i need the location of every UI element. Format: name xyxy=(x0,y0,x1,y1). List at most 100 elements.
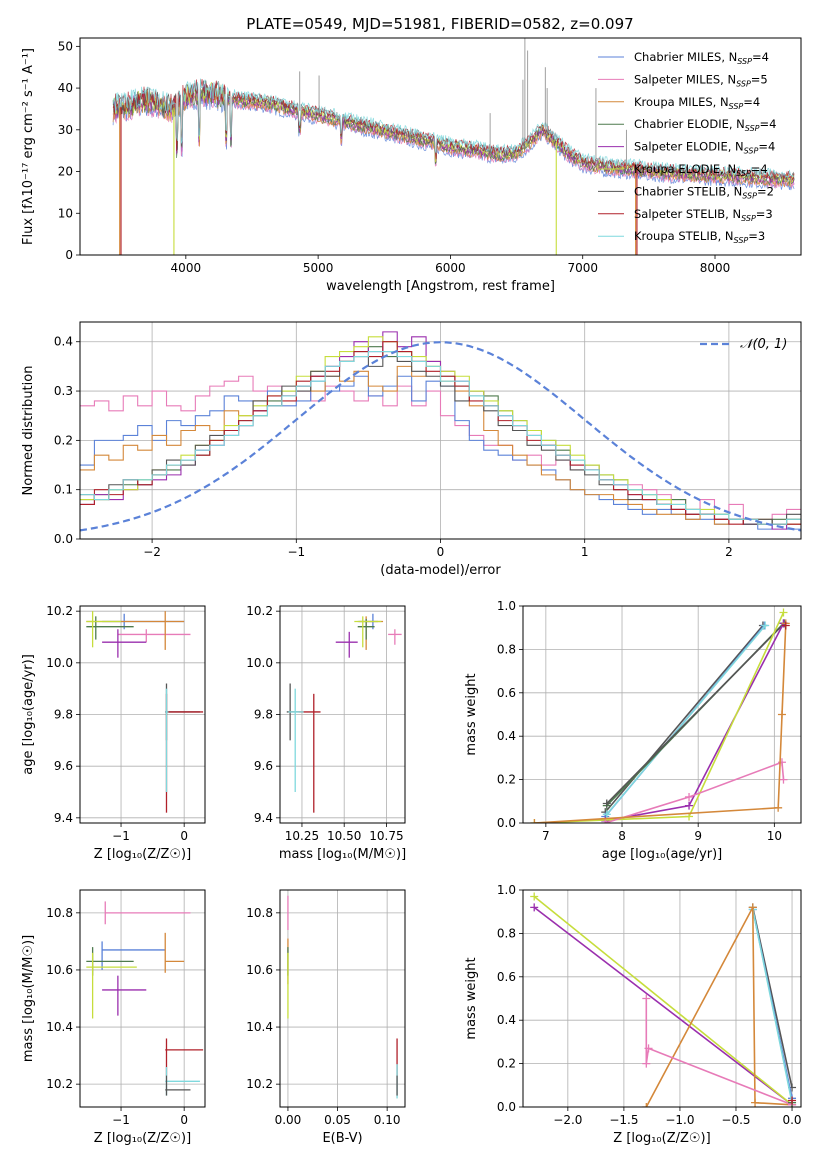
residuals-panel: −2 −1 0 1 2 0.0 0.1 0.2 0.3 0.4 (data-model)/error… xyxy=(21,321,802,578)
x-tick-label: 0 xyxy=(180,1113,188,1127)
x-tick-label: 10.75 xyxy=(369,829,403,843)
x-tick-label: 10.50 xyxy=(327,829,361,843)
x-tick-label: 8 xyxy=(618,829,626,843)
legend-label: Kroupa STELIB, NSSP=3 xyxy=(634,229,765,245)
mass-weight-marker xyxy=(761,621,770,630)
spectrum-line xyxy=(112,78,795,179)
x-tick-label: 9 xyxy=(694,829,702,843)
mass-weight-marker xyxy=(685,801,694,810)
massweight-vs-Z-panel: −2.0 −1.5 −1.0 −0.5 0.0 0.0 0.2 0.4 0.6 0.8 1.0 Z [… xyxy=(464,883,802,1146)
x-tick-label: 4000 xyxy=(171,261,202,275)
x-tick-label: 0.0 xyxy=(782,1113,801,1127)
spectrum-panel: 4000 5000 6000 7000 8000 0 10 20 30 40 50 wavelengt… xyxy=(21,37,802,294)
y-tick-label: 20 xyxy=(58,165,73,179)
y-tick-label: 10.2 xyxy=(246,1077,273,1091)
y-tick-label: 0.8 xyxy=(497,926,516,940)
y-tick-label: 10.0 xyxy=(46,656,73,670)
y-tick-label: 10.0 xyxy=(246,656,273,670)
mass-weight-marker xyxy=(779,608,788,617)
mass-weight-marker xyxy=(530,903,539,912)
age-vs-mass-panel: 10.25 10.50 10.75 9.4 9.6 9.8 10.0 10.2 mass [lo… xyxy=(246,604,406,862)
mass-weight-line xyxy=(752,909,793,1103)
mass-weight-line xyxy=(645,998,793,1106)
x-tick-label: 7 xyxy=(542,829,550,843)
axes-frame xyxy=(279,889,406,1108)
y-tick-label: 1.0 xyxy=(497,599,516,613)
massweight-vs-age-plot xyxy=(530,608,790,823)
mass-weight-marker xyxy=(602,799,611,808)
mass-weight-line xyxy=(533,895,793,1106)
spectrum-line xyxy=(112,83,795,185)
y-tick-label: 10.6 xyxy=(246,963,273,977)
y-tick-label: 10.6 xyxy=(46,963,73,977)
x-tick-label: 6000 xyxy=(435,261,466,275)
y-tick-label: 0.0 xyxy=(497,816,516,830)
mass-weight-line xyxy=(606,622,785,805)
y-tick-label: 0.4 xyxy=(54,335,73,349)
massweight-vs-age-panel: 7 8 9 10 0.0 0.2 0.4 0.6 0.8 1.0 age [log₁₀(age/yr… xyxy=(464,599,802,862)
y-tick-label: 50 xyxy=(58,39,73,53)
y-tick-label: 0.2 xyxy=(497,773,516,787)
mass-weight-marker xyxy=(642,1103,651,1107)
x-axis-label: E(B-V) xyxy=(322,1131,362,1146)
x-tick-label: −1.5 xyxy=(609,1113,638,1127)
x-axis-label: Z [log₁₀(Z/Z☉)] xyxy=(94,1131,191,1146)
axes-frame xyxy=(522,889,802,1108)
mass-weight-line xyxy=(606,624,766,815)
x-tick-label: −1.0 xyxy=(665,1113,694,1127)
y-tick-label: 0.2 xyxy=(54,433,73,447)
y-tick-label: 0.3 xyxy=(54,384,73,398)
residuals-plot xyxy=(80,331,801,532)
x-tick-label: 7000 xyxy=(567,261,598,275)
x-tick-label: 0.05 xyxy=(324,1113,351,1127)
spectrum-legend: Chabrier MILES, NSSP=4 Salpeter MILES, NS… xyxy=(598,50,776,245)
mass-weight-marker xyxy=(777,710,786,719)
y-tick-label: 10.2 xyxy=(246,604,273,618)
gaussian-curve xyxy=(80,341,801,532)
histogram-step xyxy=(80,351,801,525)
y-tick-label: 1.0 xyxy=(497,883,516,897)
mass-vs-EBV-panel: 0.00 0.05 0.10 10.2 10.4 10.6 10.8 E(B-V) xyxy=(246,889,406,1146)
axes-frame xyxy=(79,889,206,1108)
age-vs-mass-plot xyxy=(286,613,402,813)
mass-weight-marker xyxy=(602,810,611,819)
x-axis-label: Z [log₁₀(Z/Z☉)] xyxy=(94,847,191,862)
spectrum-plot xyxy=(112,38,795,255)
x-tick-label: 0 xyxy=(180,829,188,843)
mass-weight-marker xyxy=(781,621,790,630)
spectrum-line xyxy=(112,79,795,181)
y-tick-label: 10.8 xyxy=(246,906,273,920)
mass-weight-marker xyxy=(644,1044,653,1053)
x-axis-label: Z [log₁₀(Z/Z☉)] xyxy=(613,1131,710,1146)
y-tick-label: 0.6 xyxy=(497,686,516,700)
mass-weight-marker xyxy=(751,1098,760,1107)
y-tick-label: 10 xyxy=(58,206,73,220)
mass-weight-marker xyxy=(642,1059,651,1068)
massweight-vs-Z-plot xyxy=(530,892,797,1107)
x-tick-label: 0 xyxy=(437,545,445,559)
y-axis-label: Flux [fλ10⁻¹⁷ erg cm⁻² s⁻¹ A⁻¹] xyxy=(21,48,36,245)
x-axis-label: age [log₁₀(age/yr)] xyxy=(602,847,723,862)
y-tick-label: 9.6 xyxy=(254,759,273,773)
figure-title: PLATE=0549, MJD=51981, FIBERID=0582, z=0… xyxy=(246,15,633,33)
x-tick-label: −2 xyxy=(143,545,161,559)
mass-weight-marker xyxy=(748,903,757,912)
legend-label: 𝒩(0, 1) xyxy=(740,337,787,352)
x-tick-label: 8000 xyxy=(700,261,731,275)
y-tick-label: 0.4 xyxy=(497,729,516,743)
axes-frame xyxy=(522,605,802,824)
y-axis-label: mass weight xyxy=(464,673,479,755)
age-vs-mass-grid xyxy=(280,606,405,823)
y-tick-label: 10.4 xyxy=(246,1020,273,1034)
legend-label: Chabrier MILES, NSSP=4 xyxy=(634,50,769,66)
mass-vs-EBV-plot xyxy=(287,895,398,1099)
mass-vs-EBV-grid xyxy=(280,890,405,1107)
x-axis-label: (data-model)/error xyxy=(380,563,501,578)
legend-label: Chabrier STELIB, NSSP=2 xyxy=(634,184,774,200)
mass-weight-marker xyxy=(642,994,651,1003)
y-tick-label: 9.8 xyxy=(54,708,73,722)
mass-weight-marker xyxy=(530,819,539,823)
axes-frame xyxy=(79,321,802,540)
mass-weight-marker xyxy=(779,775,788,784)
